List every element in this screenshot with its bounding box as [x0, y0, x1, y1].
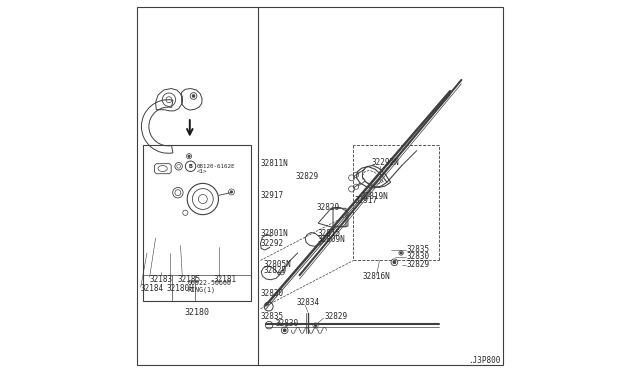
Text: 32180H: 32180H — [167, 284, 195, 293]
Circle shape — [230, 191, 232, 193]
Text: 32180: 32180 — [185, 308, 210, 317]
Circle shape — [283, 329, 286, 332]
Text: 32184: 32184 — [141, 284, 164, 293]
Text: 00922-50600: 00922-50600 — [187, 280, 231, 286]
Text: 32829: 32829 — [264, 266, 287, 275]
Text: 32917: 32917 — [260, 191, 284, 200]
Text: .J3P800: .J3P800 — [468, 356, 500, 365]
Circle shape — [188, 155, 190, 157]
Text: 32181: 32181 — [214, 275, 237, 283]
Text: 32809N: 32809N — [317, 235, 345, 244]
Text: 32815: 32815 — [317, 229, 340, 238]
Text: B: B — [189, 164, 193, 169]
Text: <1>: <1> — [196, 169, 207, 174]
Text: 08120-6162E: 08120-6162E — [196, 164, 235, 169]
Text: 32183: 32183 — [150, 275, 173, 283]
Text: 32819N: 32819N — [361, 192, 388, 201]
Circle shape — [192, 94, 195, 97]
Text: 32185: 32185 — [178, 275, 201, 283]
Bar — [143, 145, 251, 301]
Text: RING(1): RING(1) — [187, 286, 215, 293]
Text: 32829: 32829 — [406, 260, 429, 269]
Text: 32834: 32834 — [297, 298, 320, 307]
Text: 32829: 32829 — [316, 203, 339, 212]
Text: 32811N: 32811N — [260, 159, 288, 168]
Circle shape — [400, 252, 402, 254]
Text: 32816N: 32816N — [363, 272, 390, 280]
Circle shape — [393, 261, 396, 264]
Text: 32829: 32829 — [296, 172, 319, 181]
Text: 32835: 32835 — [406, 246, 429, 254]
Text: 32830: 32830 — [275, 319, 298, 328]
Circle shape — [314, 324, 317, 327]
Text: 32830: 32830 — [406, 252, 429, 261]
Text: 32835: 32835 — [260, 312, 284, 321]
Text: 32830: 32830 — [260, 289, 284, 298]
Text: 32829: 32829 — [324, 312, 348, 321]
Text: 32801N: 32801N — [260, 229, 288, 238]
Text: 32917: 32917 — [354, 196, 378, 205]
Text: 32805N: 32805N — [264, 260, 291, 269]
Text: 32292: 32292 — [260, 239, 284, 248]
Text: 32292N: 32292N — [371, 158, 399, 167]
